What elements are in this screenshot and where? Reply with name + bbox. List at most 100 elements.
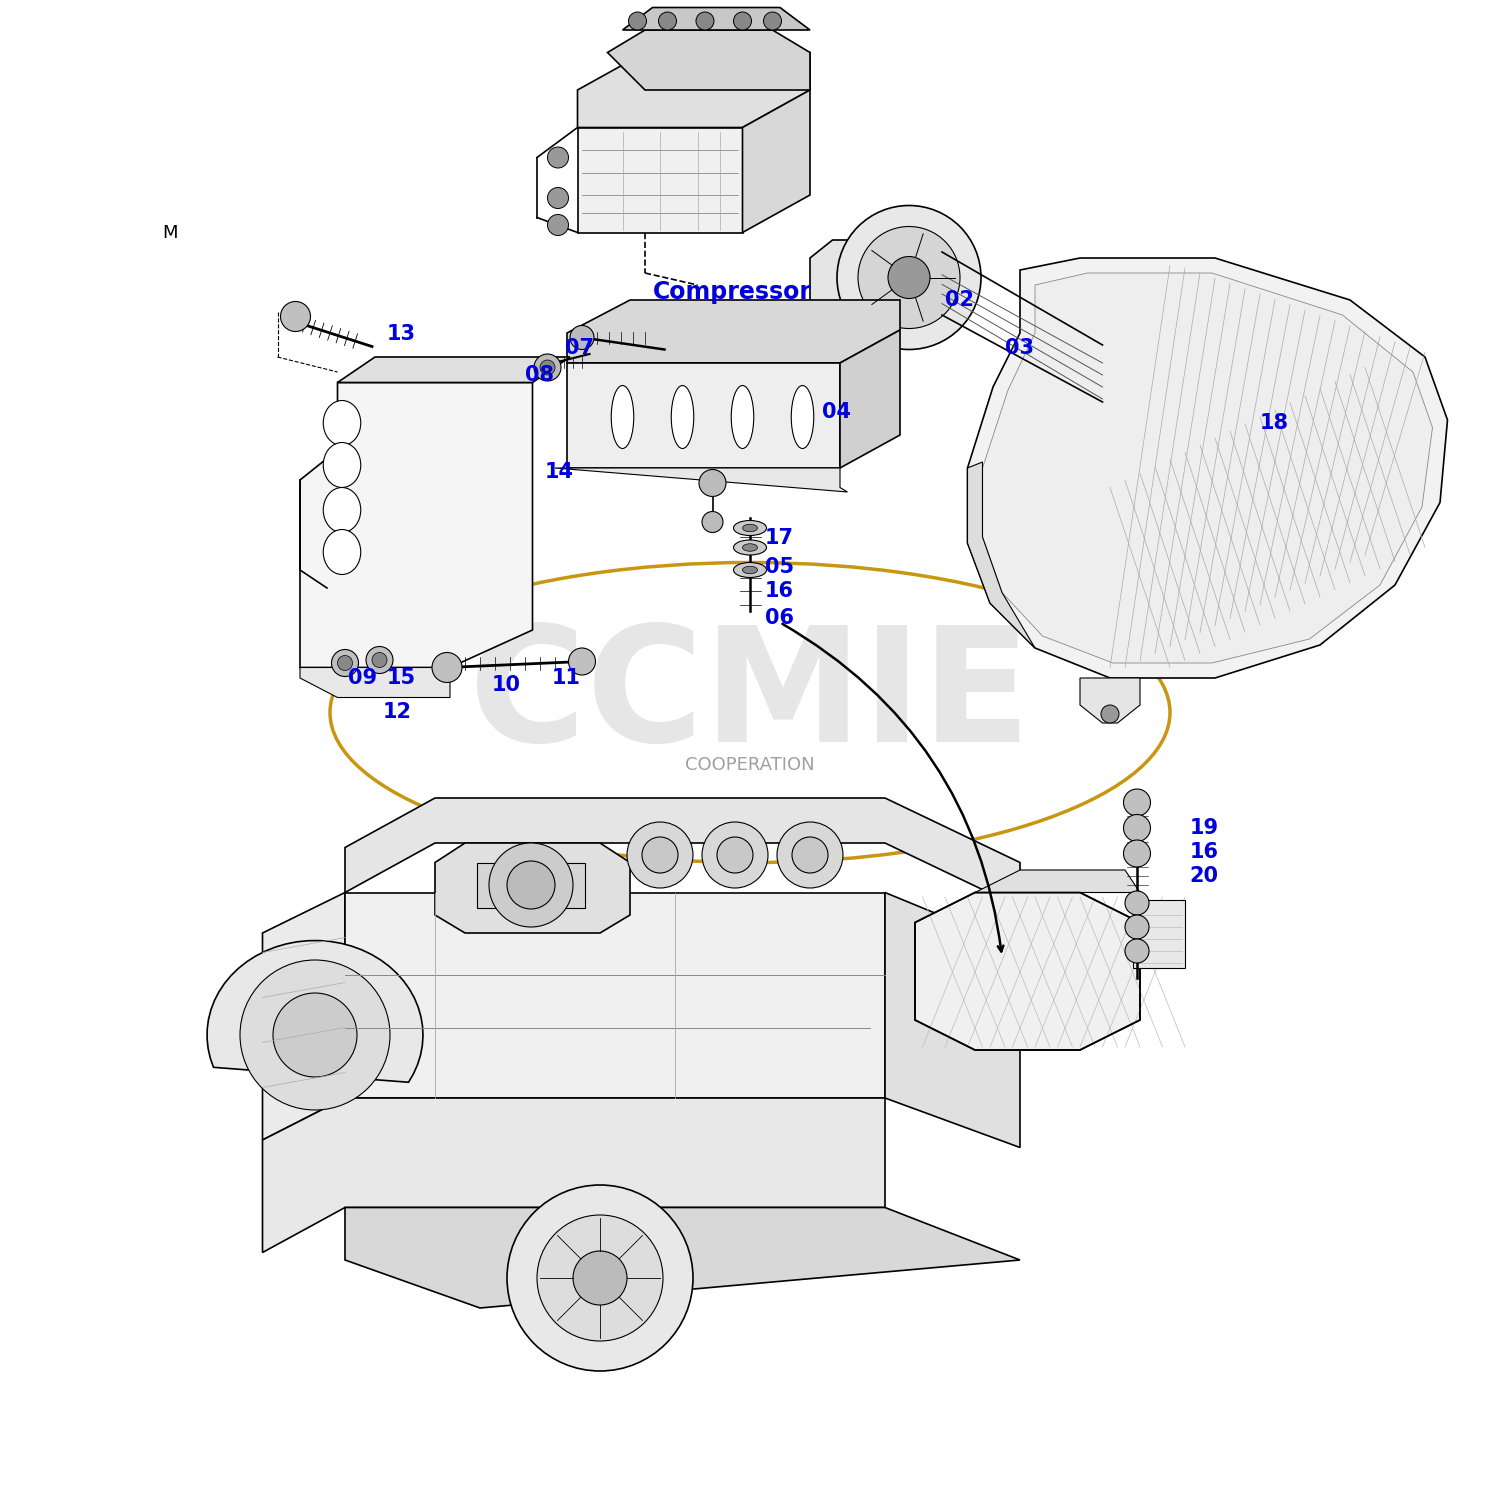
Circle shape <box>627 822 693 888</box>
Polygon shape <box>338 357 570 382</box>
Circle shape <box>489 843 573 927</box>
Circle shape <box>777 822 843 888</box>
Circle shape <box>792 837 828 873</box>
Circle shape <box>548 188 568 209</box>
Text: 16: 16 <box>1190 842 1218 862</box>
Ellipse shape <box>734 540 766 555</box>
Circle shape <box>1124 815 1150 842</box>
Circle shape <box>702 512 723 532</box>
Polygon shape <box>477 862 585 907</box>
Ellipse shape <box>734 520 766 536</box>
Polygon shape <box>915 892 1140 1050</box>
Circle shape <box>273 993 357 1077</box>
Polygon shape <box>742 90 810 232</box>
Circle shape <box>240 960 390 1110</box>
Ellipse shape <box>324 400 360 445</box>
Ellipse shape <box>324 530 360 574</box>
Polygon shape <box>840 330 900 468</box>
Circle shape <box>570 326 594 350</box>
Circle shape <box>507 1185 693 1371</box>
Circle shape <box>338 656 352 670</box>
Polygon shape <box>345 1208 1020 1308</box>
Circle shape <box>1101 705 1119 723</box>
Circle shape <box>507 861 555 909</box>
Text: 17: 17 <box>765 528 794 549</box>
Text: 12: 12 <box>382 702 411 723</box>
Text: 02: 02 <box>945 290 974 310</box>
Circle shape <box>1125 939 1149 963</box>
Text: 15: 15 <box>387 668 416 688</box>
Ellipse shape <box>612 386 633 448</box>
Text: 09: 09 <box>348 668 376 688</box>
Polygon shape <box>608 30 810 90</box>
Text: 11: 11 <box>552 668 580 688</box>
Text: 06: 06 <box>765 608 794 628</box>
Circle shape <box>642 837 678 873</box>
Text: Compressor: Compressor <box>652 280 812 304</box>
Circle shape <box>888 256 930 298</box>
Polygon shape <box>578 53 810 128</box>
Text: 19: 19 <box>1190 818 1218 839</box>
Text: 08: 08 <box>525 364 554 386</box>
Circle shape <box>1124 840 1150 867</box>
Circle shape <box>537 1215 663 1341</box>
Text: 04: 04 <box>822 402 850 423</box>
Ellipse shape <box>742 567 758 574</box>
Circle shape <box>764 12 782 30</box>
Polygon shape <box>1080 678 1140 723</box>
Text: 14: 14 <box>544 462 573 483</box>
Text: 05: 05 <box>765 556 794 578</box>
Polygon shape <box>300 668 450 698</box>
Ellipse shape <box>732 386 753 448</box>
Circle shape <box>734 12 752 30</box>
Ellipse shape <box>742 544 758 552</box>
Ellipse shape <box>792 386 813 448</box>
Circle shape <box>717 837 753 873</box>
Text: 20: 20 <box>1190 865 1218 886</box>
Circle shape <box>573 1251 627 1305</box>
Circle shape <box>568 648 596 675</box>
Circle shape <box>1124 789 1150 816</box>
Circle shape <box>837 206 981 350</box>
Text: CCMIE: CCMIE <box>470 620 1030 776</box>
Ellipse shape <box>672 386 693 448</box>
Ellipse shape <box>324 488 360 532</box>
Ellipse shape <box>742 525 758 532</box>
Circle shape <box>534 354 561 381</box>
Circle shape <box>658 12 676 30</box>
Polygon shape <box>345 892 885 1098</box>
Circle shape <box>699 470 726 496</box>
Circle shape <box>696 12 714 30</box>
Circle shape <box>628 12 646 30</box>
Circle shape <box>432 652 462 682</box>
Polygon shape <box>207 940 423 1083</box>
Text: M: M <box>162 224 177 242</box>
Ellipse shape <box>324 442 360 488</box>
Text: 10: 10 <box>492 675 520 696</box>
Circle shape <box>702 822 768 888</box>
Text: COOPERATION: COOPERATION <box>686 756 814 774</box>
Circle shape <box>548 147 568 168</box>
Text: 03: 03 <box>1005 338 1034 358</box>
Polygon shape <box>262 892 345 1140</box>
Circle shape <box>280 302 310 332</box>
Polygon shape <box>345 798 1020 907</box>
Polygon shape <box>435 843 630 933</box>
Text: 07: 07 <box>566 338 594 358</box>
Polygon shape <box>885 892 1020 1148</box>
Polygon shape <box>567 300 900 363</box>
Polygon shape <box>1132 900 1185 968</box>
Text: 13: 13 <box>387 324 416 345</box>
Polygon shape <box>968 462 1035 648</box>
Ellipse shape <box>734 562 766 578</box>
Circle shape <box>548 214 568 236</box>
Polygon shape <box>578 128 742 232</box>
Polygon shape <box>567 363 840 468</box>
Polygon shape <box>975 870 1140 892</box>
Polygon shape <box>300 382 532 668</box>
Circle shape <box>540 360 555 375</box>
Polygon shape <box>262 1098 885 1252</box>
Polygon shape <box>968 258 1448 678</box>
Text: 18: 18 <box>1260 413 1288 434</box>
Circle shape <box>332 650 358 676</box>
